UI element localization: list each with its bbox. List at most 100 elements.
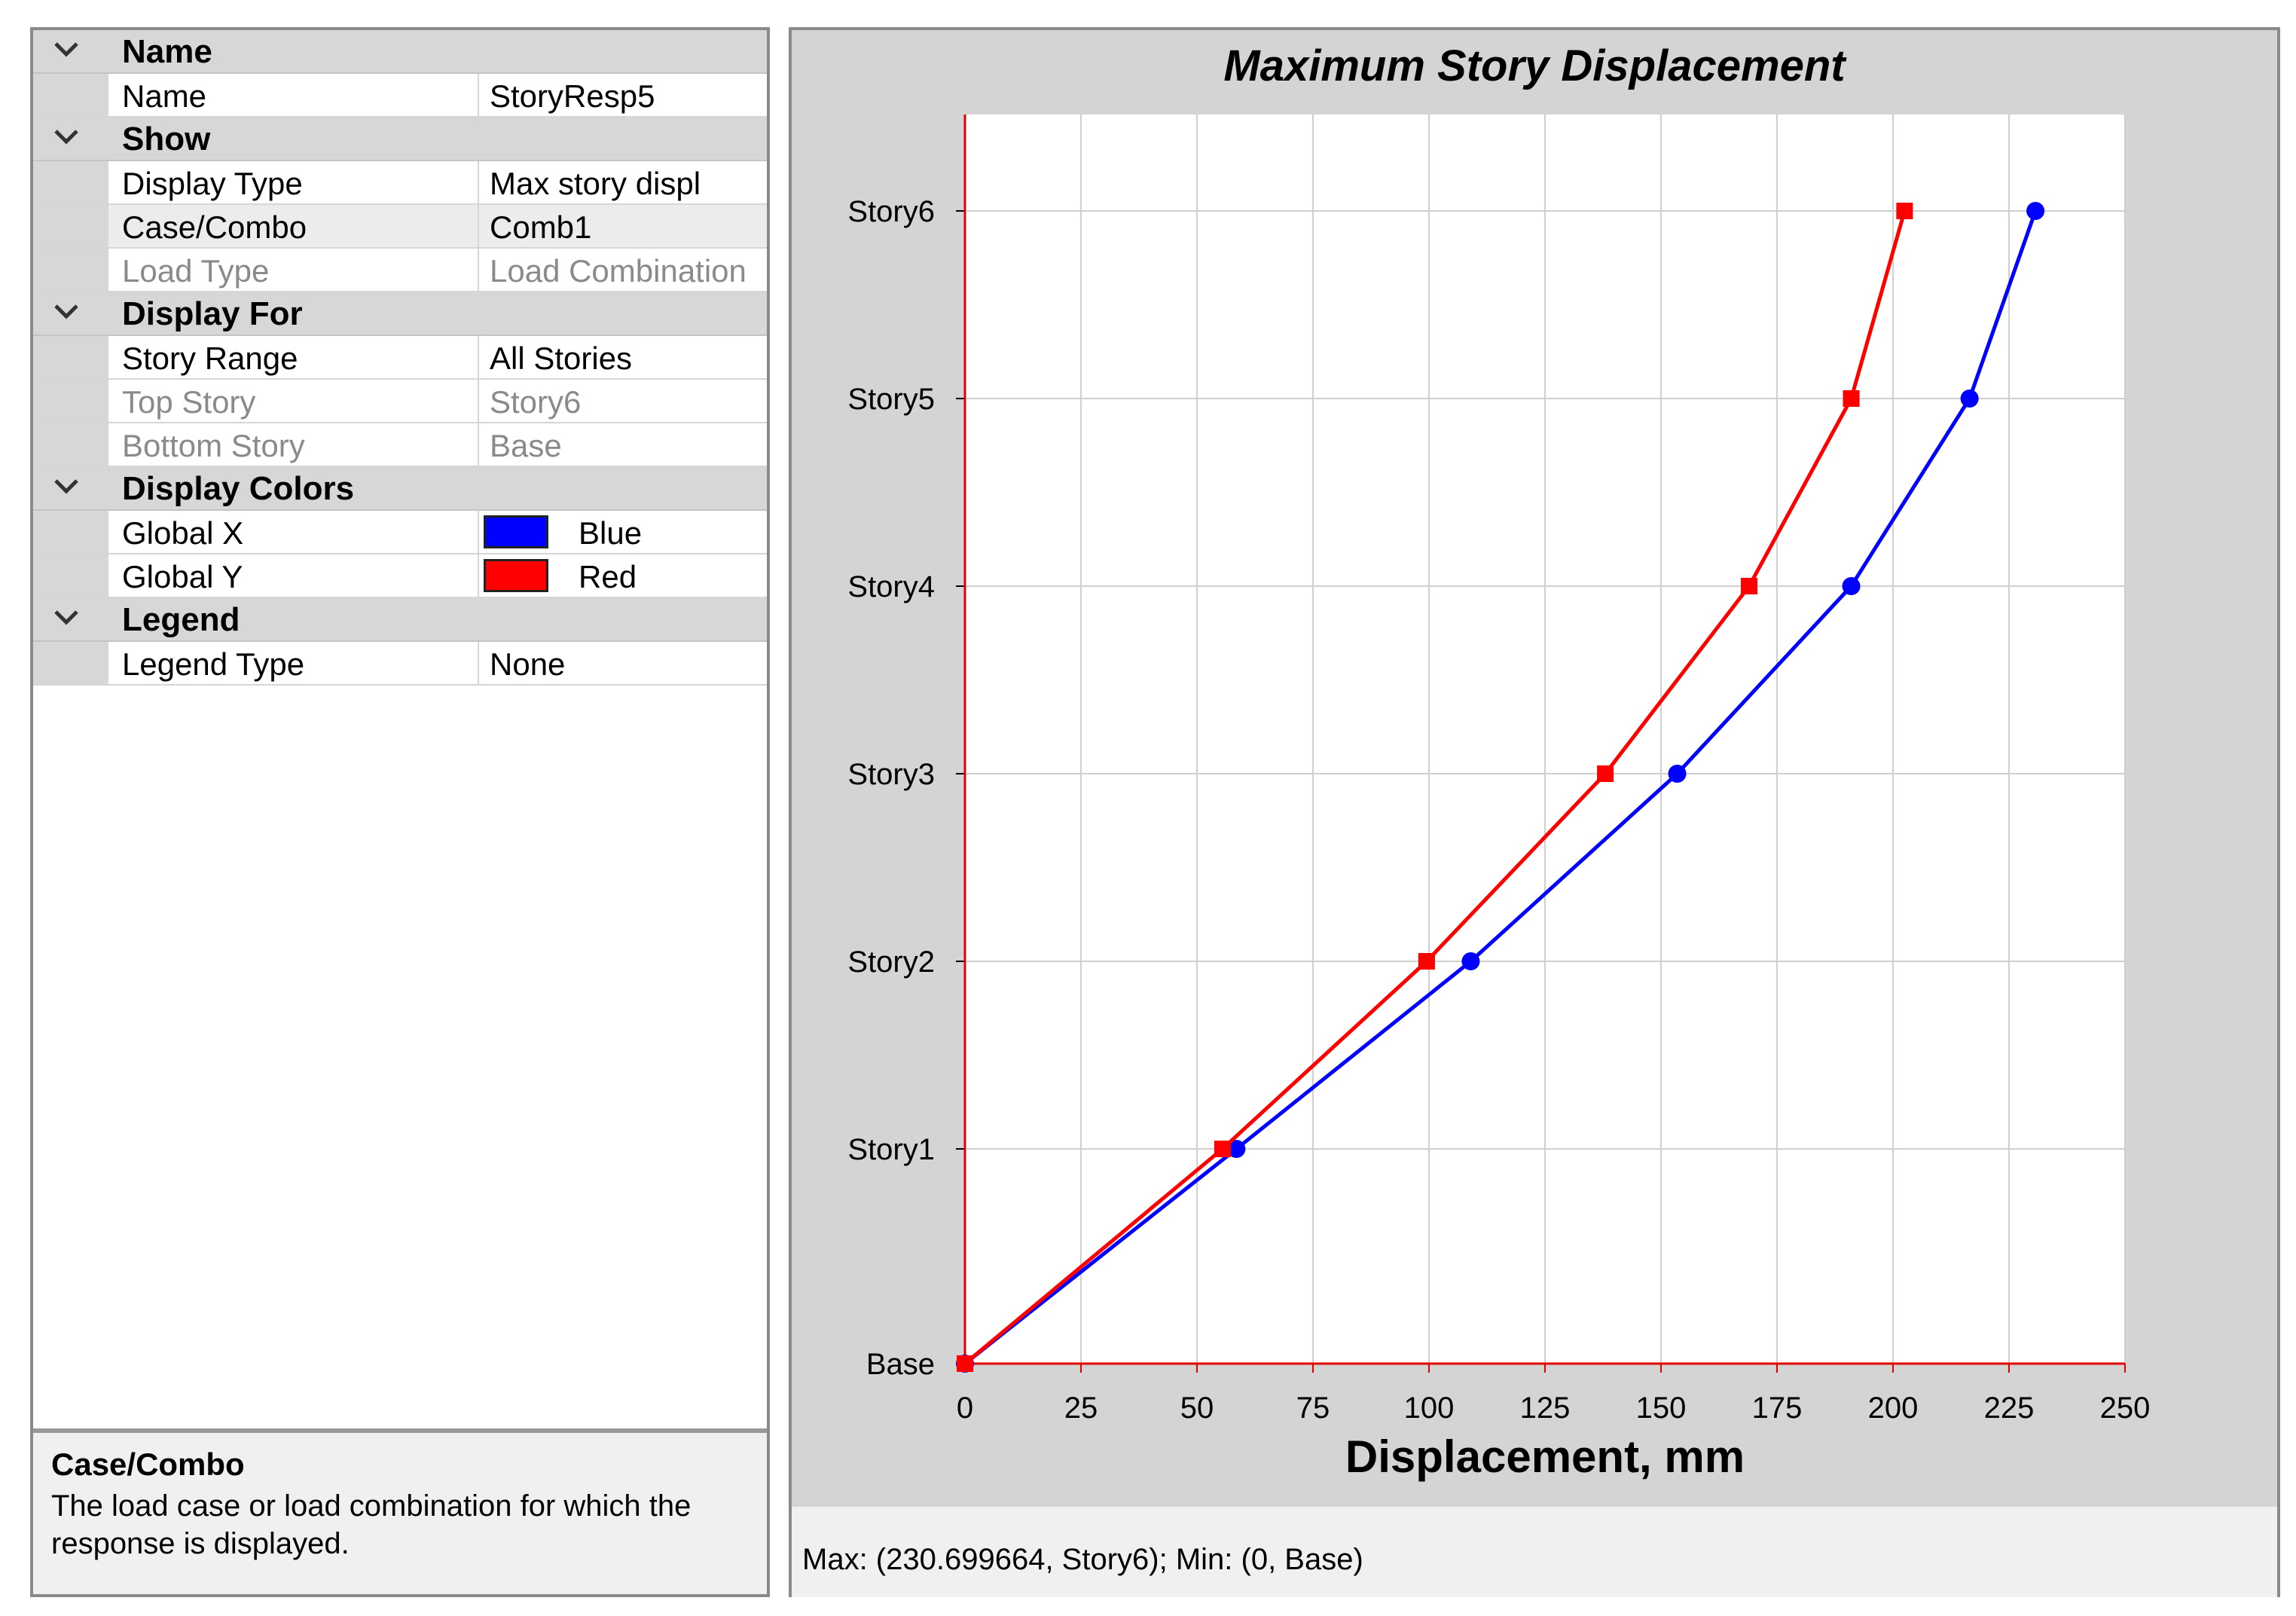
property-grid: Name Name StoryResp5 Show Display Type Max st… xyxy=(33,30,767,686)
property-value[interactable]: Red xyxy=(579,560,637,594)
column-divider xyxy=(478,642,479,684)
chevron-down-icon[interactable] xyxy=(50,470,83,503)
data-point xyxy=(1214,1141,1231,1157)
property-name: Bottom Story xyxy=(122,428,305,463)
property-row-bottom-story[interactable]: Bottom Story Base xyxy=(33,423,767,467)
column-divider xyxy=(478,554,479,597)
property-value[interactable]: All Stories xyxy=(490,341,633,376)
data-point xyxy=(1418,953,1435,970)
x-axis-title: Displacement, mm xyxy=(1345,1431,1745,1482)
x-tick-label: 150 xyxy=(1636,1391,1687,1425)
property-name: Story Range xyxy=(122,341,298,376)
chevron-down-icon[interactable] xyxy=(50,601,83,634)
property-row-display-type[interactable]: Display Type Max story displ xyxy=(33,161,767,205)
property-value[interactable]: Max story displ xyxy=(490,166,701,201)
category-label: Show xyxy=(122,121,211,157)
chevron-down-icon[interactable] xyxy=(50,295,83,328)
x-tick-label: 100 xyxy=(1404,1391,1455,1425)
y-tick-label: Story3 xyxy=(847,758,935,791)
description-box: Case/Combo The load case or load combina… xyxy=(33,1428,767,1594)
category-name[interactable]: Name xyxy=(33,30,767,74)
column-divider xyxy=(478,336,479,378)
story-displacement-chart: 0 25 50 75 100 125 150 175 200 225 250 Base Story1 St… xyxy=(847,115,2151,1482)
x-tick-label: 175 xyxy=(1752,1391,1803,1425)
data-point xyxy=(1597,765,1614,782)
property-name: Display Type xyxy=(122,166,303,201)
x-tick-label: 200 xyxy=(1868,1391,1919,1425)
property-value[interactable]: Base xyxy=(490,429,562,463)
description-text: The load case or load combination for wh… xyxy=(51,1489,692,1560)
category-label: Display Colors xyxy=(122,470,355,507)
x-tick-label: 125 xyxy=(1520,1391,1571,1425)
category-label: Display For xyxy=(122,295,303,332)
x-tick-label: 50 xyxy=(1180,1391,1214,1425)
y-tick-label: Base xyxy=(866,1348,935,1381)
property-name: Legend Type xyxy=(122,646,305,682)
data-point xyxy=(1227,1140,1246,1158)
description-title: Case/Combo xyxy=(51,1446,245,1482)
column-divider xyxy=(478,74,479,116)
property-value[interactable]: Load Combination xyxy=(490,254,747,289)
data-point xyxy=(1960,389,1979,408)
y-tick-label: Story4 xyxy=(847,570,935,603)
property-row-global-y[interactable]: Global Y Red xyxy=(33,554,767,598)
chart-title: Maximum Story Displacement xyxy=(1223,41,1846,90)
property-row-legend-type[interactable]: Legend Type None xyxy=(33,642,767,686)
category-display-colors[interactable]: Display Colors xyxy=(33,467,767,511)
row-gutter xyxy=(33,642,108,684)
property-name: Global Y xyxy=(122,559,243,594)
row-gutter xyxy=(33,161,108,203)
column-divider xyxy=(478,205,479,247)
chevron-down-icon[interactable] xyxy=(50,33,83,66)
property-name: Global X xyxy=(122,515,244,551)
category-display-for[interactable]: Display For xyxy=(33,292,767,336)
row-gutter xyxy=(33,249,108,291)
data-point xyxy=(1741,578,1758,594)
row-gutter xyxy=(33,205,108,247)
property-row-top-story[interactable]: Top Story Story6 xyxy=(33,380,767,423)
property-name: Top Story xyxy=(122,384,256,420)
x-tick-label: 75 xyxy=(1296,1391,1330,1425)
x-tick-label: 250 xyxy=(2100,1391,2151,1425)
x-tick-label: 25 xyxy=(1064,1391,1098,1425)
property-value[interactable]: Story6 xyxy=(490,385,582,420)
color-swatch[interactable] xyxy=(484,559,548,592)
row-gutter xyxy=(33,380,108,422)
x-tick-label: 225 xyxy=(1984,1391,2035,1425)
property-value[interactable]: None xyxy=(490,647,566,682)
property-name: Name xyxy=(122,78,207,114)
column-divider xyxy=(478,380,479,422)
property-value[interactable]: StoryResp5 xyxy=(490,79,655,114)
y-tick-label: Story2 xyxy=(847,945,935,979)
data-point xyxy=(2026,202,2045,220)
property-name: Load Type xyxy=(122,253,270,289)
data-point xyxy=(957,1355,973,1372)
row-gutter xyxy=(33,336,108,378)
property-row-load-type[interactable]: Load Type Load Combination xyxy=(33,249,767,292)
chart-panel: Maximum Story Displacement 0 25 50 75 100 125… xyxy=(789,27,2280,1597)
property-value[interactable]: Comb1 xyxy=(490,210,592,245)
y-tick-label: Story5 xyxy=(847,383,935,416)
column-divider xyxy=(478,511,479,553)
property-row-story-range[interactable]: Story Range All Stories xyxy=(33,336,767,380)
property-value[interactable]: Blue xyxy=(579,516,643,551)
y-tick-label: Story1 xyxy=(847,1133,935,1166)
property-name: Case/Combo xyxy=(122,209,307,245)
chevron-down-icon[interactable] xyxy=(50,121,83,154)
property-row-global-x[interactable]: Global X Blue xyxy=(33,511,767,554)
status-bar: Max: (230.699664, Story6); Min: (0, Base… xyxy=(792,1507,2277,1597)
category-show[interactable]: Show xyxy=(33,118,767,161)
row-gutter xyxy=(33,74,108,116)
category-legend[interactable]: Legend xyxy=(33,598,767,642)
data-point xyxy=(1842,577,1861,595)
color-swatch[interactable] xyxy=(484,515,548,548)
column-divider xyxy=(478,423,479,466)
data-point xyxy=(1843,390,1860,407)
status-text: Max: (230.699664, Story6); Min: (0, Base… xyxy=(802,1543,1363,1576)
row-gutter xyxy=(33,423,108,466)
property-row-name[interactable]: Name StoryResp5 xyxy=(33,74,767,118)
x-tick-label: 0 xyxy=(957,1391,973,1425)
property-row-case-combo[interactable]: Case/Combo Comb1 xyxy=(33,205,767,249)
data-point xyxy=(1896,203,1913,219)
row-gutter xyxy=(33,511,108,553)
